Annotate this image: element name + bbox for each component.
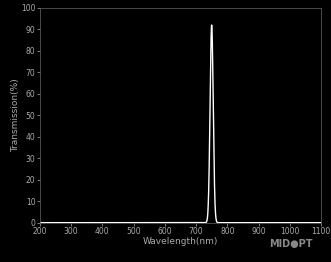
Y-axis label: Transmission(%): Transmission(%) <box>11 78 20 152</box>
X-axis label: Wavelength(nm): Wavelength(nm) <box>143 237 218 246</box>
Text: MID●PT: MID●PT <box>269 239 313 249</box>
